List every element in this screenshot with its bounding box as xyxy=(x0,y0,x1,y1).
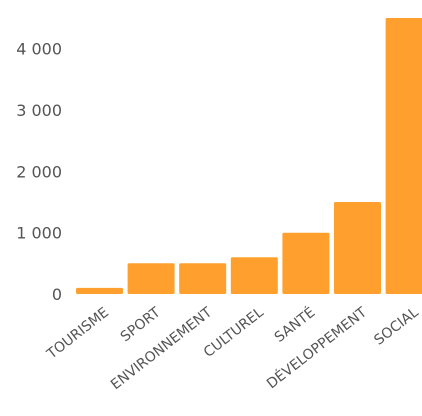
y-tick-label: 1 000 xyxy=(16,224,62,243)
y-tick-label: 3 000 xyxy=(16,101,62,120)
bar-développement xyxy=(334,202,381,294)
x-category-label: SPORT xyxy=(118,304,164,345)
y-tick-label: 2 000 xyxy=(16,162,62,181)
bar-environnement xyxy=(179,263,227,294)
bar-social xyxy=(385,18,422,294)
y-tick-label: 0 xyxy=(52,285,62,304)
bar-series xyxy=(76,18,422,294)
y-axis-tick-labels: 0 1 000 2 000 3 000 4 000 xyxy=(16,40,62,304)
bar-culturel xyxy=(230,257,278,294)
x-category-label: TOURISME xyxy=(43,305,112,363)
y-tick-label: 4 000 xyxy=(16,40,62,59)
x-category-label: SOCIAL xyxy=(371,304,421,348)
x-category-label: SANTÉ xyxy=(271,304,318,346)
bar-sport xyxy=(127,263,175,294)
bar-santé xyxy=(282,232,330,294)
bar-tourisme xyxy=(76,287,123,294)
